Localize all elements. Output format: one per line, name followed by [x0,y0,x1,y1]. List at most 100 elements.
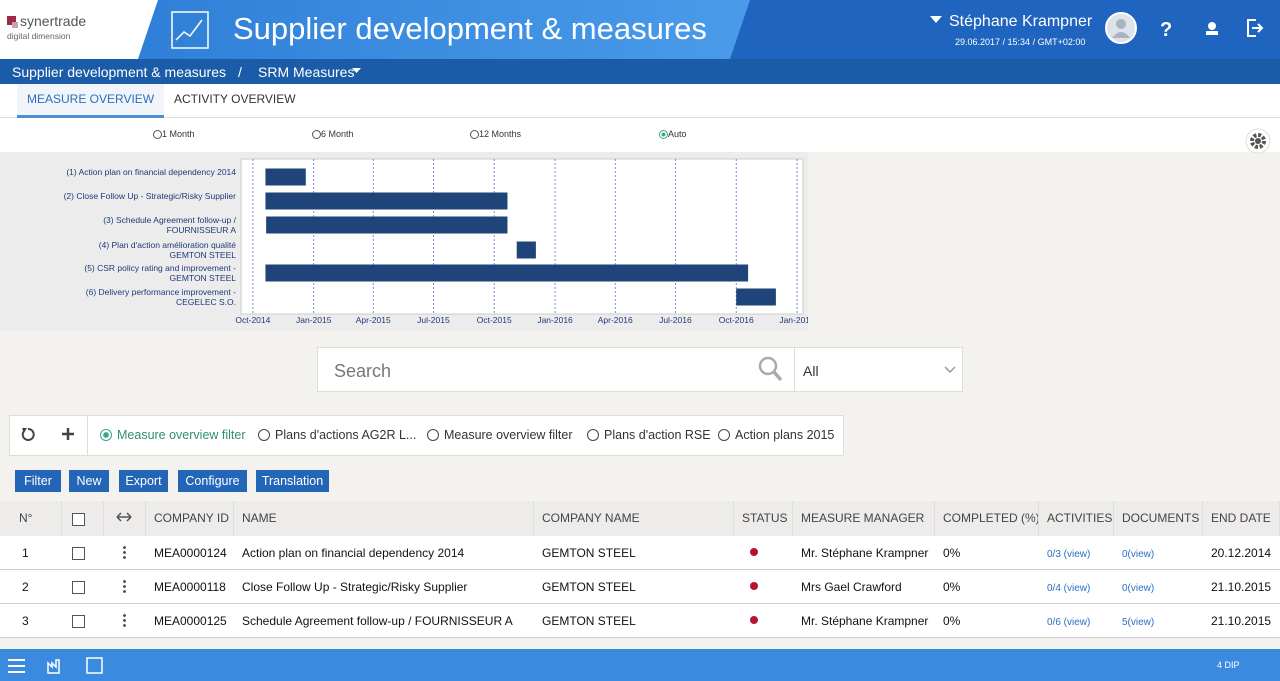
radio-button[interactable] [153,130,162,139]
action-button[interactable]: Translation [256,470,329,492]
range-label: 1 Month [162,129,195,139]
table-cell: 3 [0,604,62,637]
row-checkbox[interactable] [72,547,85,560]
radio-button[interactable] [659,130,668,139]
cell-text[interactable]: 0/4 (view) [1047,583,1091,594]
table-cell [62,570,104,603]
column-header[interactable]: NAME [234,501,534,536]
column-header[interactable]: MEASURE MANAGER [793,501,935,536]
gantt-bar [265,168,306,186]
table-cell: 21.10.2015 [1203,570,1280,603]
saved-filter[interactable]: Measure overview filter [427,428,573,442]
row-menu[interactable] [123,613,126,628]
search-box[interactable]: Search All [317,347,963,392]
table-cell: 0% [935,604,1039,637]
cell-text: 0% [943,546,961,560]
contact-icon[interactable] [1208,22,1216,30]
table-cell: MEA0000124 [146,536,234,569]
column-header[interactable]: DOCUMENTS [1114,501,1203,536]
tab[interactable]: ACTIVITY OVERVIEW [174,92,296,106]
saved-filter[interactable]: Plans d'action RSE [587,428,711,442]
cell-text: Close Follow Up - Strategic/Risky Suppli… [242,580,468,594]
x-tick-label: Jul-2016 [659,315,692,325]
cell-text: GEMTON STEEL [542,614,636,628]
search-icon[interactable] [758,356,784,384]
cell-text[interactable]: 0(view) [1122,549,1155,560]
cell-text: 21.10.2015 [1211,580,1272,594]
cell-text[interactable]: 5(view) [1122,617,1155,628]
help-icon[interactable]: ? [1160,19,1172,41]
filter-label: Measure overview filter [444,428,573,442]
table-cell: GEMTON STEEL [534,536,734,569]
radio-button[interactable] [427,429,439,441]
gantt-bar [265,192,508,210]
resize-icon[interactable] [116,512,132,522]
column-header[interactable]: ACTIVITIES [1039,501,1114,536]
breadcrumb: Supplier development & measures / SRM Me… [0,59,1280,84]
saved-filter[interactable]: Action plans 2015 [718,428,834,442]
column-header[interactable]: COMPLETED (%) [935,501,1039,536]
action-button[interactable]: Configure [178,470,247,492]
column-header[interactable]: COMPANY ID [146,501,234,536]
footer-icons[interactable] [8,657,108,675]
filter-label: Action plans 2015 [735,428,835,442]
column-header[interactable]: END DATE [1203,501,1280,536]
select-all[interactable] [72,513,85,526]
cell-text[interactable]: 0(view) [1122,583,1155,594]
category-label: (4) Plan d'action amélioration qualité G… [98,240,236,260]
column-header[interactable]: N° [0,501,62,536]
table-cell: 0(view) [1114,570,1203,603]
cell-text[interactable]: 0/6 (view) [1047,617,1091,628]
breadcrumb-root[interactable]: Supplier development & measures [12,64,227,80]
saved-filter[interactable]: Measure overview filter [100,428,246,442]
column-header[interactable] [62,501,104,536]
range-option[interactable]: 12 Months [470,129,521,139]
gantt-chart: Oct-2014 Jan-2015 Apr-2015 Jul-2015 Oct-2015… [0,152,808,330]
radio-button[interactable] [587,429,599,441]
radio-button[interactable] [470,130,479,139]
filter-bar: Measure overview filter Plans d'actions A… [9,415,844,456]
row-menu[interactable] [123,545,126,560]
category-label: (5) CSR policy rating and improvement - … [84,263,236,283]
table-cell: 0/4 (view) [1039,570,1114,603]
add-icon[interactable] [61,427,75,441]
scope-arrow[interactable] [944,366,956,374]
action-button[interactable]: Export [119,470,168,492]
row-menu[interactable] [123,579,126,594]
dropdown-arrow[interactable] [352,68,361,74]
column-header[interactable]: STATUS [734,501,793,536]
radio-button[interactable] [718,429,730,441]
gantt-bar [265,264,749,282]
logout-icon[interactable] [1247,19,1264,37]
radio-button[interactable] [100,429,112,441]
breadcrumb-separator: / [238,64,242,80]
column-header[interactable]: COMPANY NAME [534,501,734,536]
table-cell: 0(view) [1114,536,1203,569]
table-cell [734,570,793,603]
table-cell: 20.12.2014 [1203,536,1280,569]
action-button[interactable]: New [69,470,109,492]
row-checkbox[interactable] [72,581,85,594]
table-cell [734,536,793,569]
cell-text[interactable]: 0/3 (view) [1047,549,1091,560]
radio-button[interactable] [258,429,270,441]
search-scope[interactable]: All [803,363,819,379]
radio-button[interactable] [312,130,321,139]
range-option[interactable]: 6 Month [312,129,354,139]
saved-filter[interactable]: Plans d'actions AG2R L... [258,428,416,442]
settings-icon[interactable] [1245,128,1271,154]
refresh-icon[interactable] [21,427,35,441]
gantt-bar [516,241,536,259]
breadcrumb-module[interactable]: SRM Measures [258,64,355,80]
range-option[interactable]: Auto [659,129,687,139]
cell-text: GEMTON STEEL [542,546,636,560]
action-button[interactable]: Filter [15,470,61,492]
table-cell: MEA0000118 [146,570,234,603]
header: synertrade digital dimension Supplier de… [0,0,1280,59]
row-checkbox[interactable] [72,615,85,628]
column-header[interactable] [104,501,146,536]
table-cell: 5(view) [1114,604,1203,637]
range-option[interactable]: 1 Month [153,129,195,139]
tab[interactable]: MEASURE OVERVIEW [17,84,165,118]
user-name[interactable]: Stéphane Krampner [949,13,1093,30]
